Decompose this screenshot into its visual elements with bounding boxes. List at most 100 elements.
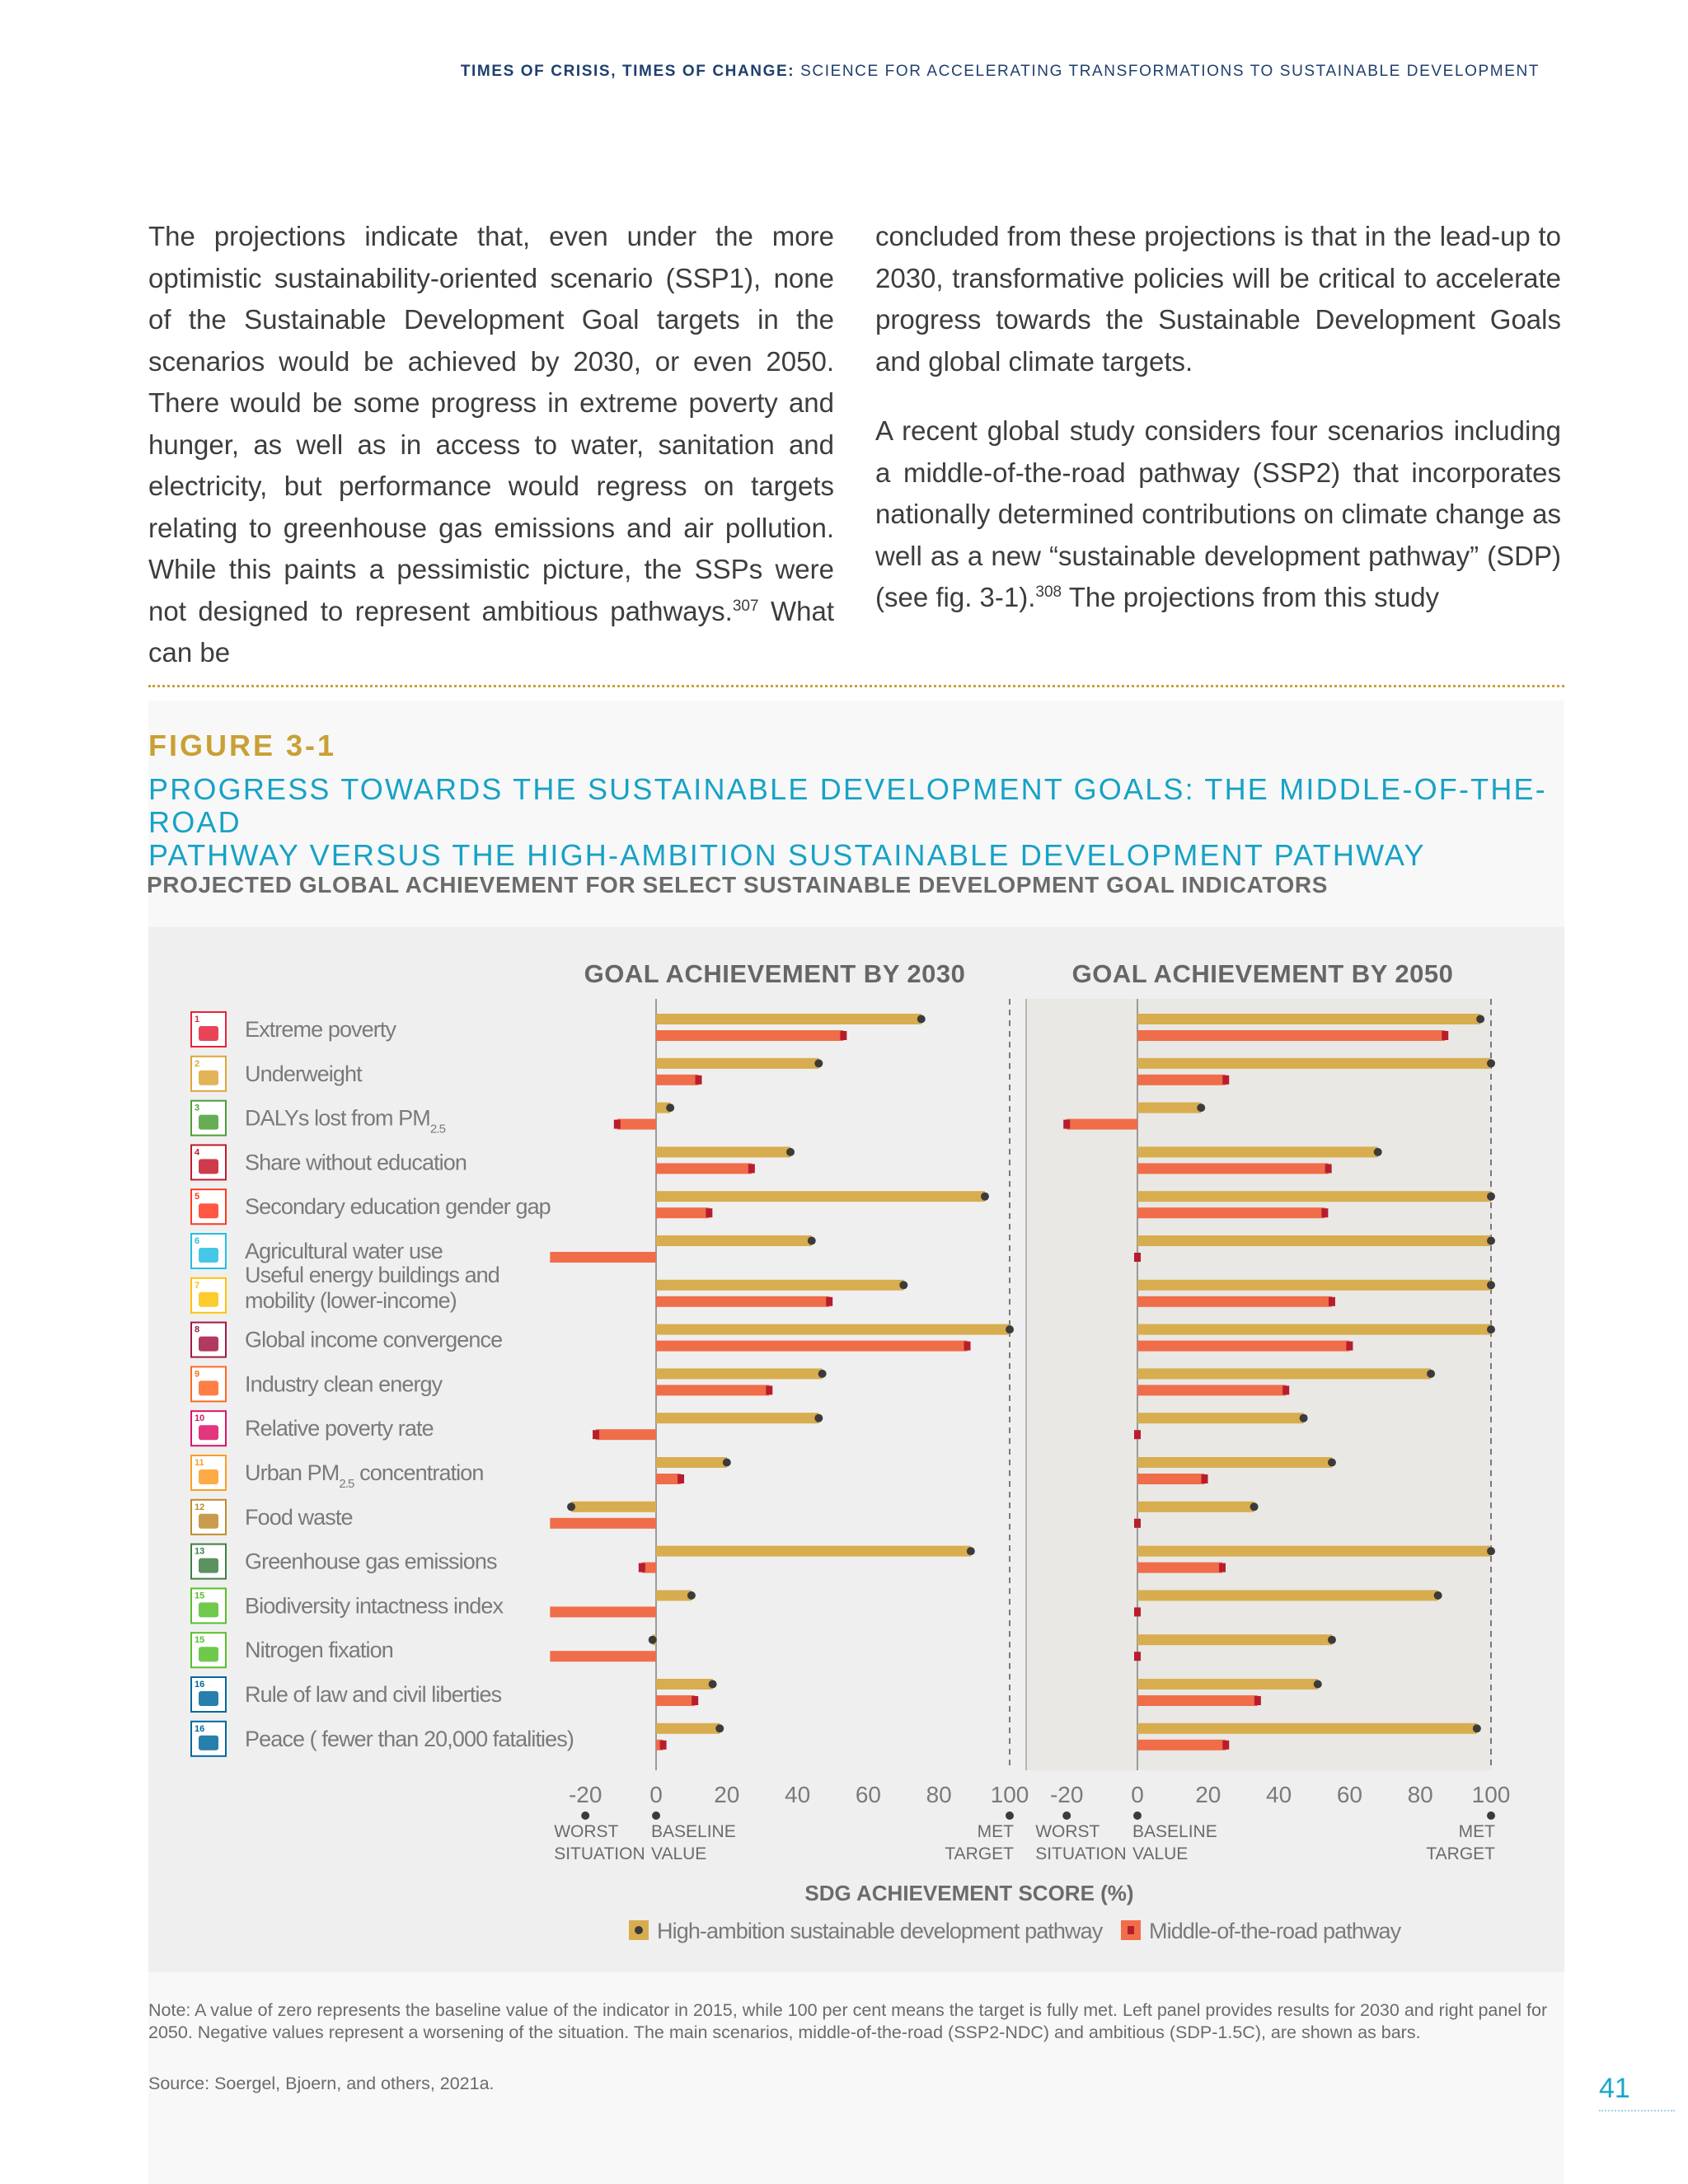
tick-annotation: WORST <box>1035 1822 1100 1841</box>
sdg-goal-number: 11 <box>195 1458 204 1468</box>
middle-road-marker <box>1321 1208 1329 1218</box>
section-divider <box>148 685 1564 687</box>
sdg-goal-glyph <box>199 1469 218 1484</box>
high-ambition-bar <box>1137 1590 1438 1601</box>
high-ambition-marker <box>1476 1015 1485 1024</box>
figure-subtitle: PROJECTED GLOBAL ACHIEVEMENT FOR SELECT … <box>147 872 1328 898</box>
middle-road-bar <box>656 1739 663 1750</box>
sdg-goal-glyph <box>199 1114 218 1130</box>
high-ambition-bar <box>571 1501 656 1512</box>
sdg-goal-glyph <box>199 1203 218 1219</box>
middle-road-bar <box>656 1695 696 1706</box>
indicator-label: Nitrogen fixation <box>245 1638 393 1662</box>
x-tick-label: 60 <box>856 1782 881 1807</box>
indicator-label: Secondary education gender gap <box>245 1194 551 1219</box>
indicator-label: Biodiversity intactness index <box>245 1593 504 1618</box>
high-ambition-bar <box>1137 1057 1491 1069</box>
high-ambition-bar <box>1137 1235 1491 1246</box>
high-ambition-bar <box>1137 1324 1491 1335</box>
body-text: A recent global study considers four sce… <box>875 415 1561 612</box>
sdg-goal-glyph <box>199 1291 218 1307</box>
sdg-goal-glyph <box>199 1248 218 1263</box>
middle-road-marker <box>659 1740 667 1750</box>
high-ambition-bar <box>656 1014 921 1024</box>
high-ambition-bar <box>656 1102 671 1113</box>
indicator-label: Share without education <box>245 1150 467 1174</box>
middle-road-marker <box>613 1119 621 1129</box>
indicator-label: Underweight <box>245 1062 363 1086</box>
x-tick-label: 60 <box>1337 1782 1362 1807</box>
high-ambition-bar <box>1137 1102 1202 1113</box>
high-ambition-marker <box>715 1724 724 1733</box>
tick-annotation: SITUATION <box>554 1844 645 1863</box>
high-ambition-marker <box>966 1547 975 1556</box>
legend-label-middle-road: Middle-of-the-road pathway <box>1149 1919 1402 1943</box>
high-ambition-bar <box>1137 1368 1432 1380</box>
indicator-label: Industry clean energy <box>245 1371 443 1396</box>
middle-road-bar <box>656 1340 968 1352</box>
tick-marker <box>1062 1811 1071 1820</box>
high-ambition-marker <box>980 1192 989 1201</box>
high-ambition-marker <box>1373 1147 1382 1156</box>
middle-road-marker <box>706 1208 713 1218</box>
high-ambition-bar <box>1137 1634 1332 1646</box>
page-number: 41 <box>1599 2073 1630 2104</box>
legend-label-high-ambition: High-ambition sustainable development pa… <box>657 1919 1104 1943</box>
high-ambition-marker <box>1487 1325 1495 1334</box>
sdg-goal-glyph <box>199 1513 218 1529</box>
high-ambition-bar <box>656 1590 692 1601</box>
middle-road-marker <box>1218 1563 1226 1572</box>
sdg-goal-number: 1 <box>195 1015 199 1024</box>
tick-annotation: WORST <box>554 1822 618 1841</box>
middle-road-bar <box>596 1429 656 1441</box>
high-ambition-bar <box>1137 1501 1254 1512</box>
body-text: The projections indicate that, even unde… <box>148 221 834 626</box>
high-ambition-marker <box>1487 1236 1495 1245</box>
middle-road-bar <box>550 1606 656 1618</box>
tick-annotation: MET <box>1459 1822 1496 1841</box>
middle-road-marker <box>695 1075 702 1085</box>
high-ambition-marker <box>1487 1281 1495 1290</box>
high-ambition-bar <box>1137 1457 1332 1468</box>
middle-road-bar <box>656 1163 752 1174</box>
figure-source: Source: Soergel, Bjoern, and others, 202… <box>148 2074 495 2093</box>
x-tick-label: 0 <box>649 1782 663 1807</box>
middle-road-bar <box>550 1517 656 1529</box>
high-ambition-marker <box>1250 1502 1259 1511</box>
high-ambition-marker <box>1487 1547 1495 1556</box>
reference-number: 307 <box>732 597 759 615</box>
x-tick-label: -20 <box>569 1782 602 1807</box>
x-tick-label: 20 <box>714 1782 739 1807</box>
sdg-goal-glyph <box>199 1425 218 1441</box>
tick-annotation: BASELINE <box>651 1822 736 1841</box>
high-ambition-bar <box>656 1235 812 1246</box>
x-tick-label: 20 <box>1195 1782 1221 1807</box>
legend-marker-high-ambition <box>635 1926 643 1934</box>
high-ambition-bar <box>1137 1413 1304 1424</box>
high-ambition-marker <box>687 1591 696 1600</box>
tick-marker <box>581 1811 590 1820</box>
indicator-label: Urban PM2.5 concentration <box>245 1460 484 1491</box>
high-ambition-marker <box>818 1369 827 1378</box>
sdg-goal-number: 4 <box>195 1147 200 1157</box>
sdg-goal-number: 13 <box>195 1547 204 1557</box>
middle-road-marker <box>766 1385 773 1395</box>
sdg-goal-number: 5 <box>195 1192 199 1202</box>
high-ambition-bar <box>1137 1545 1491 1557</box>
figure-title: PROGRESS TOWARDS THE SUSTAINABLE DEVELOP… <box>148 773 1566 872</box>
high-ambition-marker <box>1472 1724 1481 1733</box>
high-ambition-marker <box>1197 1104 1206 1113</box>
sdg-goal-number: 10 <box>195 1413 204 1423</box>
body-text-tail: The projections from this study <box>1062 582 1440 612</box>
high-ambition-marker <box>666 1104 675 1113</box>
sdg-goal-number: 15 <box>195 1591 204 1601</box>
middle-road-bar <box>550 1252 656 1263</box>
high-ambition-marker <box>1006 1325 1014 1334</box>
middle-road-marker <box>1222 1075 1230 1085</box>
high-ambition-marker <box>1487 1192 1495 1201</box>
tick-annotation: TARGET <box>1426 1844 1495 1863</box>
middle-road-bar <box>1137 1074 1226 1085</box>
reference-number: 308 <box>1035 583 1062 601</box>
figure-label: FIGURE 3-1 <box>148 729 337 762</box>
middle-road-bar <box>656 1207 710 1219</box>
